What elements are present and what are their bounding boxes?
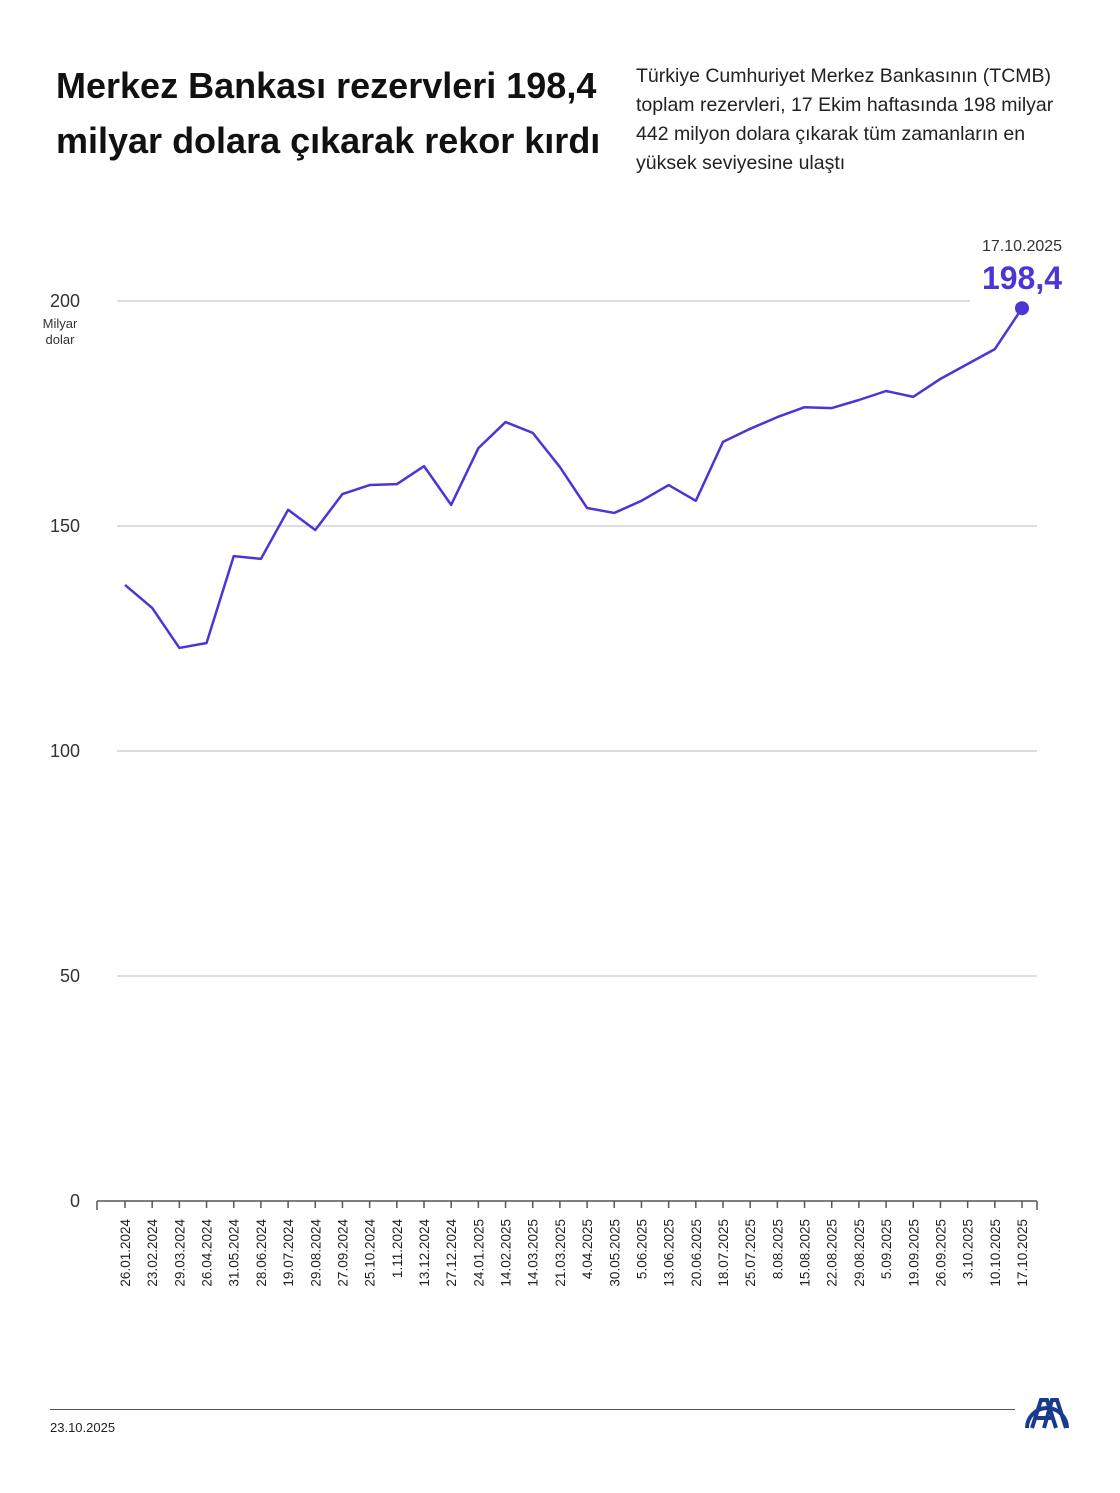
x-tick-label: 24.01.2025 <box>471 1219 486 1287</box>
x-tick-label: 31.05.2024 <box>227 1219 242 1287</box>
x-tick-label: 8.08.2025 <box>770 1219 785 1279</box>
x-tick-label: 27.12.2024 <box>444 1219 459 1287</box>
y-tick-label: 200 <box>50 291 80 311</box>
x-tick-label: 10.10.2025 <box>988 1219 1003 1287</box>
x-tick-label: 29.08.2025 <box>852 1219 867 1287</box>
x-tick-label: 1.11.2024 <box>390 1219 405 1279</box>
x-tick-label: 3.10.2025 <box>961 1219 976 1279</box>
x-tick-label: 4.04.2025 <box>580 1219 595 1279</box>
x-tick-label: 29.03.2024 <box>172 1219 187 1287</box>
last-point-marker <box>1015 301 1029 316</box>
x-tick-label: 17.10.2025 <box>1015 1219 1030 1287</box>
annotation-value: 198,4 <box>982 260 1062 296</box>
footer-divider <box>50 1409 1015 1410</box>
x-tick-label: 23.02.2024 <box>145 1219 160 1287</box>
y-tick-label: 0 <box>70 1191 80 1211</box>
chart-title: Merkez Bankası rezervleri 198,4 milyar d… <box>56 65 601 161</box>
x-tick-label: 21.03.2025 <box>553 1219 568 1287</box>
y-tick-label: 150 <box>50 516 80 536</box>
x-tick-label: 30.05.2025 <box>607 1219 622 1287</box>
aa-logo-icon <box>1025 1398 1069 1429</box>
x-tick-label: 25.07.2025 <box>743 1219 758 1287</box>
x-tick-label: 13.06.2025 <box>662 1219 677 1287</box>
footer-date: 23.10.2025 <box>50 1420 116 1435</box>
y-tick-label: 50 <box>60 966 80 986</box>
x-tick-label: 14.03.2025 <box>526 1219 541 1287</box>
x-tick-label: 26.01.2024 <box>118 1219 133 1287</box>
series-line <box>124 307 1024 650</box>
x-tick-label: 28.06.2024 <box>254 1219 269 1287</box>
y-axis-label-line1: Milyar <box>43 316 78 331</box>
x-tick-label: 14.02.2025 <box>499 1219 514 1287</box>
y-tick-label: 100 <box>50 741 80 761</box>
x-tick-label: 5.06.2025 <box>634 1219 649 1279</box>
x-tick-label: 27.09.2024 <box>335 1219 350 1287</box>
x-tick-label: 26.04.2024 <box>200 1219 215 1287</box>
x-tick-label: 5.09.2025 <box>879 1219 894 1279</box>
annotation-date: 17.10.2025 <box>982 238 1062 255</box>
x-tick-label: 19.07.2024 <box>281 1219 296 1287</box>
line-chart: 0 50 100 150 200 Milyar dolar 26.01.2024 23.0… <box>43 238 1063 1287</box>
x-tick-label: 18.07.2025 <box>716 1219 731 1287</box>
x-tick-label: 20.06.2025 <box>689 1219 704 1287</box>
x-tick-label: 29.08.2024 <box>308 1219 323 1287</box>
x-tick-label: 13.12.2024 <box>417 1219 432 1287</box>
x-tick-label: 25.10.2024 <box>363 1219 378 1287</box>
chart-subtitle: Türkiye Cumhuriyet Merkez Bankasının (TC… <box>636 65 1054 174</box>
x-tick-label: 26.09.2025 <box>933 1219 948 1287</box>
x-tick-label: 22.08.2025 <box>825 1219 840 1287</box>
x-tick-label: 15.08.2025 <box>798 1219 813 1287</box>
x-tick-label: 19.09.2025 <box>906 1219 921 1287</box>
y-axis-label-line2: dolar <box>46 332 76 347</box>
